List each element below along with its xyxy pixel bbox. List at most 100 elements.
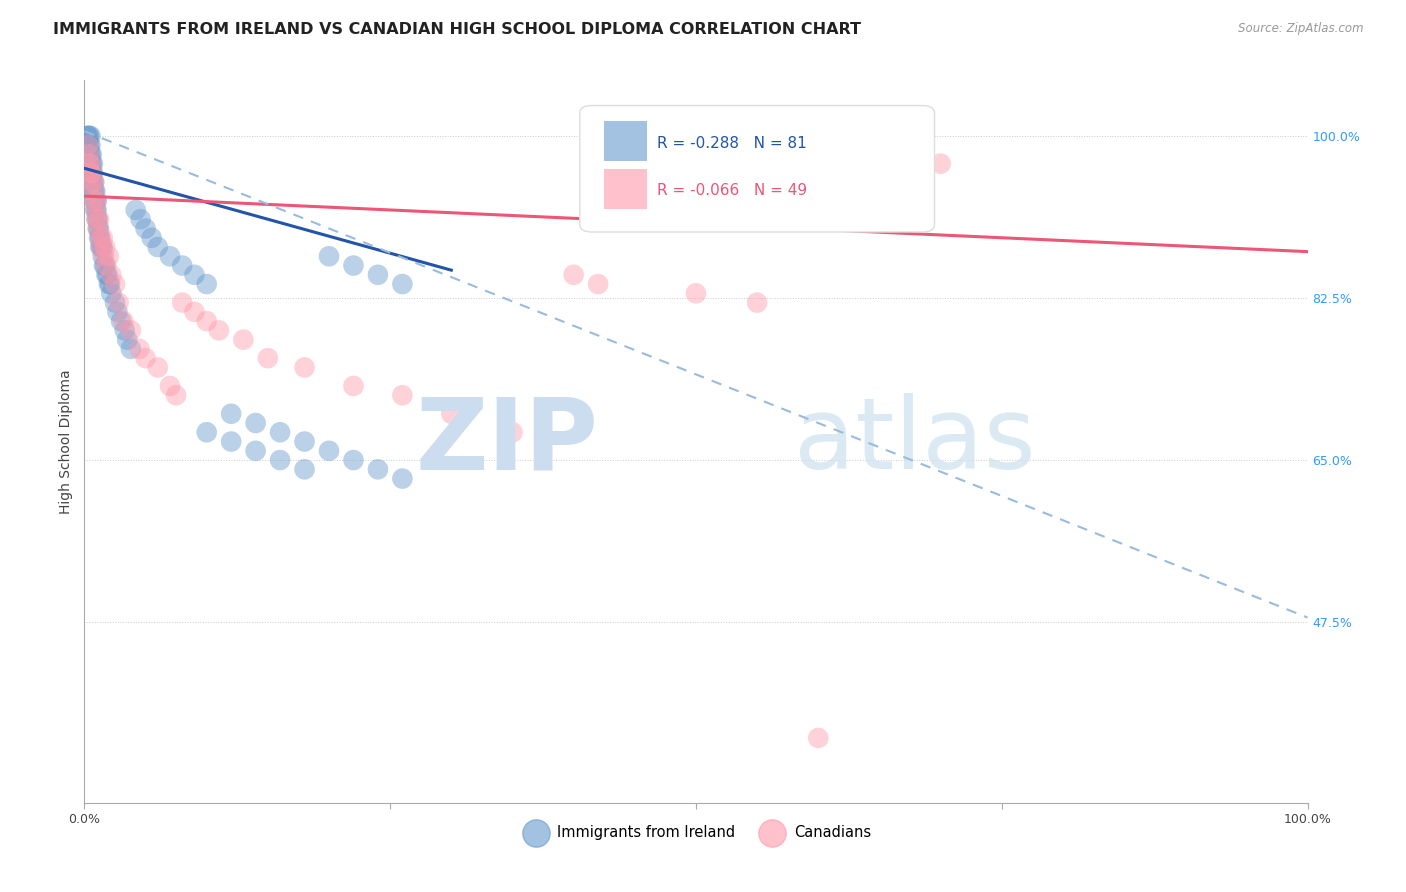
Point <box>77 156 100 170</box>
Point <box>125 202 148 217</box>
Point <box>83 185 105 199</box>
Point <box>94 259 117 273</box>
Point <box>105 305 128 319</box>
Point <box>97 249 120 263</box>
Text: atlas: atlas <box>794 393 1035 490</box>
Point <box>100 268 122 282</box>
Point <box>318 249 340 263</box>
Point <box>807 731 830 745</box>
Point <box>93 259 115 273</box>
Point <box>97 268 120 282</box>
Point <box>79 166 101 180</box>
Point <box>93 249 115 263</box>
Point <box>269 425 291 440</box>
Point <box>82 185 104 199</box>
Point <box>342 453 364 467</box>
Point <box>159 379 181 393</box>
Point <box>91 249 114 263</box>
Point <box>84 202 107 217</box>
Point <box>77 138 100 153</box>
Point <box>79 138 101 153</box>
Point <box>90 240 112 254</box>
Point <box>159 249 181 263</box>
Point <box>77 147 100 161</box>
Point <box>83 194 105 208</box>
Point <box>232 333 254 347</box>
Point <box>104 295 127 310</box>
Point <box>79 147 101 161</box>
Point <box>269 453 291 467</box>
Point <box>172 295 194 310</box>
Point <box>77 156 100 170</box>
Point <box>82 175 104 189</box>
Point <box>96 259 118 273</box>
Text: ZIP: ZIP <box>415 393 598 490</box>
Point <box>391 277 413 291</box>
Point <box>91 240 114 254</box>
Point <box>86 202 108 217</box>
Point <box>586 277 609 291</box>
Point <box>87 212 110 227</box>
Point <box>135 351 157 366</box>
Point <box>367 462 389 476</box>
Point <box>195 277 218 291</box>
Point <box>245 416 267 430</box>
Point <box>87 221 110 235</box>
Point <box>84 185 107 199</box>
FancyBboxPatch shape <box>579 105 935 232</box>
Point <box>294 462 316 476</box>
Point <box>77 138 100 153</box>
Point <box>77 128 100 143</box>
Point <box>195 425 218 440</box>
Point <box>86 212 108 227</box>
Point <box>146 360 169 375</box>
Point <box>98 277 121 291</box>
Point <box>82 185 104 199</box>
Point <box>294 434 316 449</box>
Point <box>929 156 952 170</box>
Point <box>104 277 127 291</box>
Point <box>165 388 187 402</box>
Point <box>77 138 100 153</box>
Point <box>97 277 120 291</box>
Point <box>77 147 100 161</box>
Point <box>79 166 101 180</box>
Point <box>80 175 103 189</box>
Point <box>80 175 103 189</box>
Point <box>172 259 194 273</box>
Point <box>96 268 118 282</box>
Point <box>195 314 218 328</box>
Text: IMMIGRANTS FROM IRELAND VS CANADIAN HIGH SCHOOL DIPLOMA CORRELATION CHART: IMMIGRANTS FROM IRELAND VS CANADIAN HIGH… <box>53 22 862 37</box>
Point <box>94 240 117 254</box>
Point <box>112 314 135 328</box>
Legend: Immigrants from Ireland, Canadians: Immigrants from Ireland, Canadians <box>515 820 877 847</box>
Y-axis label: High School Diploma: High School Diploma <box>59 369 73 514</box>
Point <box>76 128 98 143</box>
Text: Source: ZipAtlas.com: Source: ZipAtlas.com <box>1239 22 1364 36</box>
Point <box>120 323 142 337</box>
Point <box>183 305 205 319</box>
Point <box>120 342 142 356</box>
FancyBboxPatch shape <box>605 169 647 209</box>
Point <box>219 407 242 421</box>
Point <box>79 156 101 170</box>
Point <box>87 212 110 227</box>
Point <box>183 268 205 282</box>
Point <box>79 166 101 180</box>
Point <box>115 333 138 347</box>
Point <box>83 175 105 189</box>
Point <box>87 221 110 235</box>
Point <box>141 231 163 245</box>
Point <box>391 388 413 402</box>
Point <box>342 259 364 273</box>
Point <box>82 156 104 170</box>
Point <box>502 425 524 440</box>
Point <box>114 323 136 337</box>
Point <box>87 231 110 245</box>
Point <box>89 240 111 254</box>
Text: R = -0.288   N = 81: R = -0.288 N = 81 <box>657 136 807 151</box>
Point <box>747 295 769 310</box>
Point <box>208 323 231 337</box>
Point <box>294 360 316 375</box>
Point <box>129 212 152 227</box>
